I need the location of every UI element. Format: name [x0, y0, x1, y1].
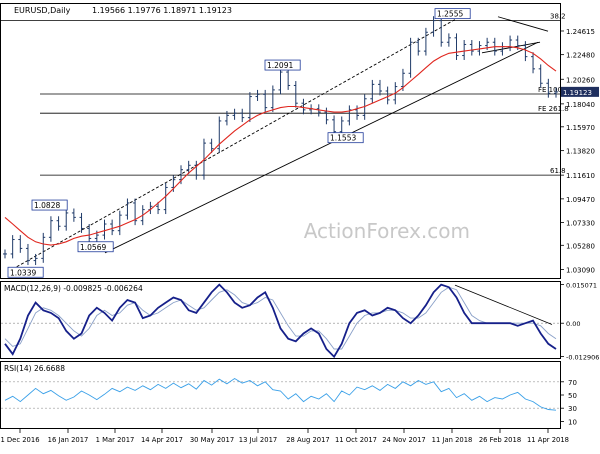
x-axis-label: 30 May 2017 [190, 436, 234, 444]
trend-line [7, 18, 457, 273]
swing-label-box [31, 199, 68, 211]
swing-label: 1.1553 [330, 134, 356, 143]
macd-line [4, 283, 557, 359]
moving-average-line [4, 46, 557, 246]
swing-label-box [77, 241, 114, 253]
x-axis-label: 11 Jan 2018 [432, 436, 473, 444]
chart-title: EURUSD,Daily [14, 6, 71, 15]
x-axis-label: 11 Oct 2017 [335, 436, 377, 444]
trend-line [497, 16, 549, 32]
x-axis-label: 1 Mar 2017 [96, 436, 135, 444]
price-axis-label: 1.07330 [566, 220, 595, 228]
x-axis-label: 11 Apr 2018 [527, 436, 569, 444]
price-axis-label: 1.20260 [566, 76, 595, 84]
price-axis-label: 1.11610 [566, 172, 595, 180]
x-axis-label: 26 Feb 2018 [479, 436, 521, 444]
trend-line [104, 41, 539, 254]
macd-panel-frame [0, 281, 561, 359]
price-axis-label: 1.22480 [566, 52, 595, 60]
x-axis-label: 16 Jan 2017 [48, 436, 89, 444]
price-axis-label: 1.13820 [566, 148, 595, 156]
last-price-tag [561, 86, 599, 97]
price-axis-label: 1.03090 [566, 267, 595, 275]
x-axis-label: 14 Apr 2017 [141, 436, 183, 444]
fib-level-label: 61.8 [550, 167, 566, 175]
swing-label: 1.2091 [267, 61, 293, 70]
x-axis-label: 13 Jul 2017 [239, 436, 277, 444]
rsi-axis-label: 50 [568, 392, 577, 400]
last-price-label: 1.19123 [563, 89, 592, 97]
watermark: ActionForex.com [304, 219, 470, 243]
macd-signal-line [4, 286, 557, 350]
swing-label: 1.0828 [34, 201, 60, 210]
price-axis-label: 1.18040 [566, 101, 595, 109]
fib-level-label: FE 261.8 [538, 105, 569, 113]
macd-series [1, 283, 560, 359]
rsi-panel-frame [0, 361, 561, 429]
swing-label-box [434, 8, 471, 20]
price-axis-label: 1.09470 [566, 196, 595, 204]
price-axis-label: 1.24615 [566, 28, 595, 36]
price-panel-frame [0, 3, 561, 279]
x-axis-label: 28 Aug 2017 [286, 436, 330, 444]
fib-level-label: FE 100 [538, 86, 562, 94]
macd-axis-label: 0.015071 [566, 281, 597, 289]
x-axis-label: 24 Nov 2017 [382, 436, 426, 444]
rsi-axis-label: 30 [568, 405, 577, 413]
swing-label-box [7, 266, 44, 278]
rsi-title: RSI(14) 26.6688 [4, 364, 65, 373]
swing-label-box [264, 59, 301, 71]
rsi-series [1, 377, 560, 411]
rsi-line [4, 377, 557, 411]
macd-axis-label: 0.00 [566, 320, 580, 328]
axes: 1.24615 1.22480 1.20260 1.18040 1.15970 1.138… [0, 28, 599, 444]
rsi-axis-label: 10 [568, 418, 577, 426]
price-axis-label: 1.15970 [566, 124, 595, 132]
price-axis-label: 1.05280 [566, 242, 595, 250]
x-axis-label: 1 Dec 2016 [0, 436, 39, 444]
macd-axis-label: -0.012906 [566, 353, 599, 361]
trend-line [481, 41, 541, 54]
swing-label: 1.0339 [10, 268, 36, 277]
swing-label: 1.0569 [80, 243, 106, 252]
rsi-axis-label: 70 [568, 379, 577, 387]
macd-title: MACD(12,26,9) -0.009825 -0.006264 [4, 284, 143, 293]
swing-label: 1.2555 [437, 10, 463, 19]
macd-trend-line [454, 284, 553, 325]
swing-label-box [327, 132, 364, 144]
ohlc-readout: 1.19566 1.19776 1.18971 1.19123 [92, 6, 232, 15]
fib-level-label: 38.2 [550, 13, 566, 21]
price-series: 38.2 FE 100 FE 261.8 61.8 1.0339 1.0828 1.0569… [0, 8, 569, 278]
